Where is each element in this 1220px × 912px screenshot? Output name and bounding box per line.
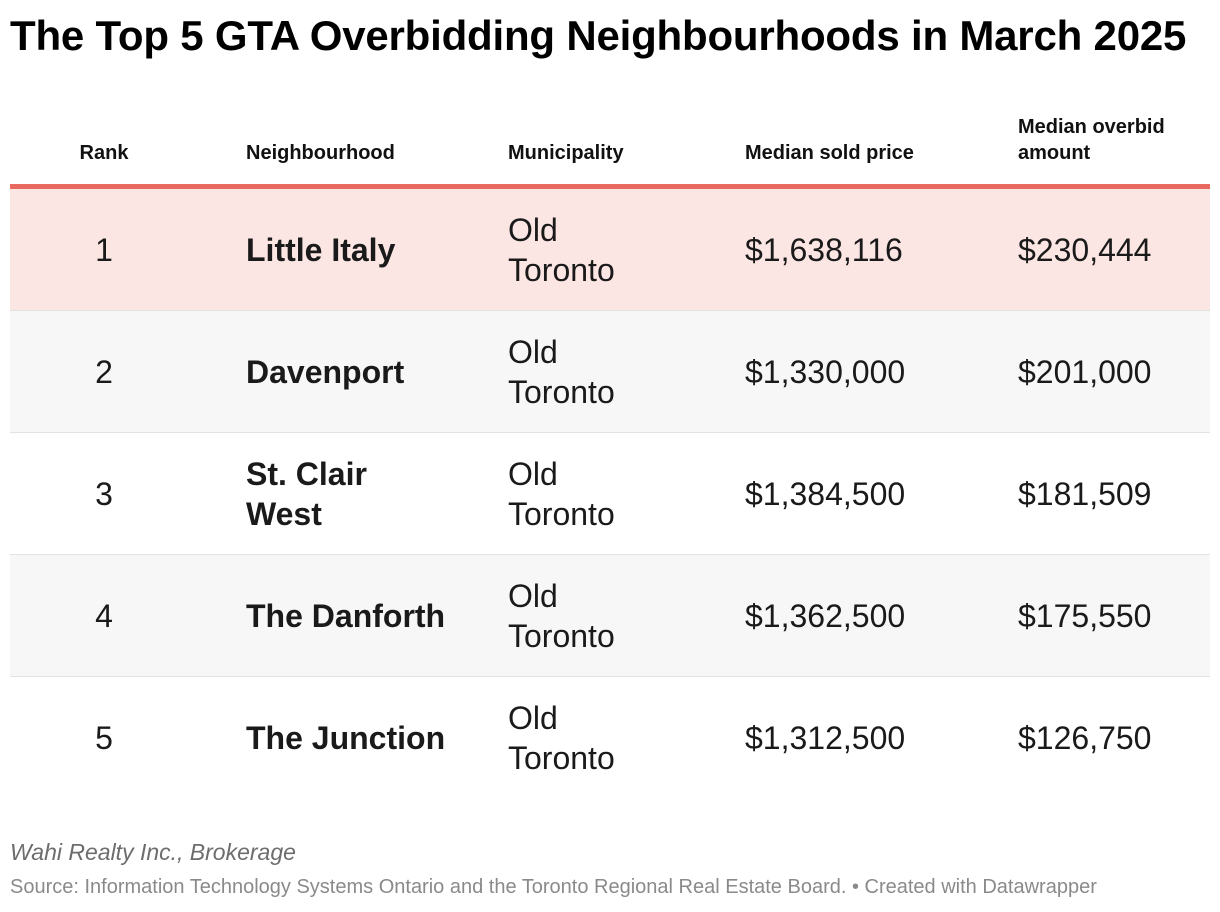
median-sold-price-cell: $1,330,000 bbox=[745, 353, 906, 390]
chart-title: The Top 5 GTA Overbidding Neighbourhoods… bbox=[10, 12, 1187, 59]
median-sold-price-cell: $1,384,500 bbox=[745, 475, 906, 512]
rank-cell: 1 bbox=[95, 231, 113, 268]
column-header-median-overbid-amount[interactable]: Median overbid amount bbox=[1018, 116, 1165, 164]
table-row: 4 The Danforth Old Toronto $1,362,500 $1… bbox=[10, 555, 1210, 677]
table-row: 3 St. Clair West Old Toronto $1,384,500 … bbox=[10, 433, 1210, 555]
municipality-cell: Old Toronto bbox=[508, 211, 615, 288]
municipality-cell: Old Toronto bbox=[508, 577, 615, 654]
column-header-median-sold-price[interactable]: Median sold price bbox=[745, 142, 914, 164]
median-overbid-amount-cell: $181,509 bbox=[1018, 475, 1152, 512]
column-header-municipality[interactable]: Municipality bbox=[508, 142, 624, 164]
neighbourhood-cell: St. Clair West bbox=[246, 455, 367, 532]
table-row: 2 Davenport Old Toronto $1,330,000 $201,… bbox=[10, 311, 1210, 433]
table-row: 1 Little Italy Old Toronto $1,638,116 $2… bbox=[10, 189, 1210, 311]
median-sold-price-cell: $1,312,500 bbox=[745, 719, 906, 756]
table-header: Rank Neighbourhood Municipality Median s… bbox=[10, 108, 1210, 189]
neighbourhood-cell: The Junction bbox=[246, 719, 446, 756]
median-overbid-amount-cell: $126,750 bbox=[1018, 719, 1152, 756]
rank-cell: 5 bbox=[95, 719, 113, 756]
median-sold-price-cell: $1,362,500 bbox=[745, 597, 906, 634]
column-header-rank[interactable]: Rank bbox=[79, 142, 129, 164]
municipality-cell: Old Toronto bbox=[508, 699, 615, 776]
table-row: 5 The Junction Old Toronto $1,312,500 $1… bbox=[10, 677, 1210, 798]
rank-cell: 3 bbox=[95, 475, 113, 512]
median-overbid-amount-cell: $201,000 bbox=[1018, 353, 1152, 390]
median-overbid-amount-cell: $175,550 bbox=[1018, 597, 1152, 634]
median-overbid-amount-cell: $230,444 bbox=[1018, 231, 1152, 268]
rank-cell: 4 bbox=[95, 597, 113, 634]
column-header-neighbourhood[interactable]: Neighbourhood bbox=[246, 142, 395, 164]
footer-source: Source: Information Technology Systems O… bbox=[10, 876, 1097, 898]
data-table: Rank Neighbourhood Municipality Median s… bbox=[10, 108, 1210, 798]
rank-cell: 2 bbox=[95, 353, 113, 390]
neighbourhood-cell: Davenport bbox=[246, 353, 405, 390]
neighbourhood-cell: The Danforth bbox=[246, 597, 446, 634]
neighbourhood-cell: Little Italy bbox=[246, 231, 396, 268]
municipality-cell: Old Toronto bbox=[508, 333, 615, 410]
median-sold-price-cell: $1,638,116 bbox=[745, 231, 903, 268]
municipality-cell: Old Toronto bbox=[508, 455, 615, 532]
footer-organization: Wahi Realty Inc., Brokerage bbox=[10, 839, 296, 865]
